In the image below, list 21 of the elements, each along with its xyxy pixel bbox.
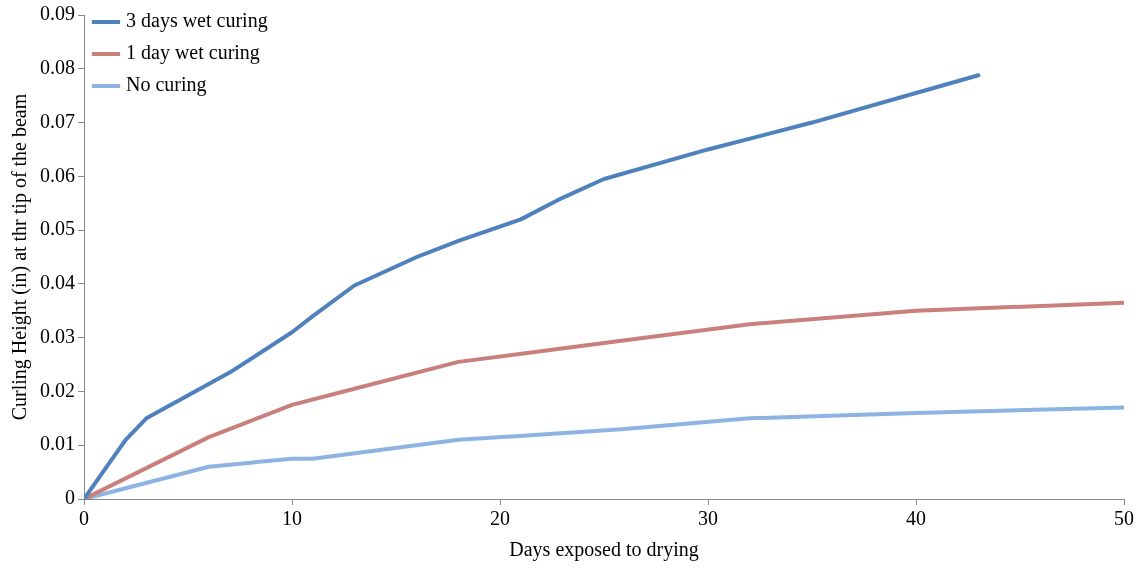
- x-axis-title: Days exposed to drying: [509, 538, 699, 562]
- legend-label: 1 day wet curing: [126, 41, 260, 65]
- y-tick-label: 0.08: [40, 56, 75, 79]
- y-tick-label: 0.01: [40, 432, 75, 455]
- y-tick-label: 0.07: [40, 109, 75, 132]
- x-tick-label: 50: [1114, 507, 1134, 530]
- y-axis-title: Curling Height (in) at thr tip of the beam: [8, 93, 32, 421]
- x-tick-label: 20: [490, 507, 510, 530]
- legend-label: No curing: [126, 73, 207, 97]
- x-tick-label: 0: [79, 507, 89, 530]
- x-tick-label: 40: [906, 507, 926, 530]
- y-tick-label: 0.04: [40, 271, 75, 294]
- x-tick-label: 10: [282, 507, 302, 530]
- y-tick-label: 0: [65, 486, 75, 509]
- legend-label: 3 days wet curing: [126, 9, 268, 33]
- y-tick-label: 0.05: [40, 217, 75, 240]
- x-tick-label: 30: [698, 507, 718, 530]
- y-tick-label: 0.03: [40, 324, 75, 347]
- y-tick-label: 0.02: [40, 378, 75, 401]
- y-tick-label: 0.06: [40, 163, 75, 186]
- y-tick-label: 0.09: [40, 2, 75, 25]
